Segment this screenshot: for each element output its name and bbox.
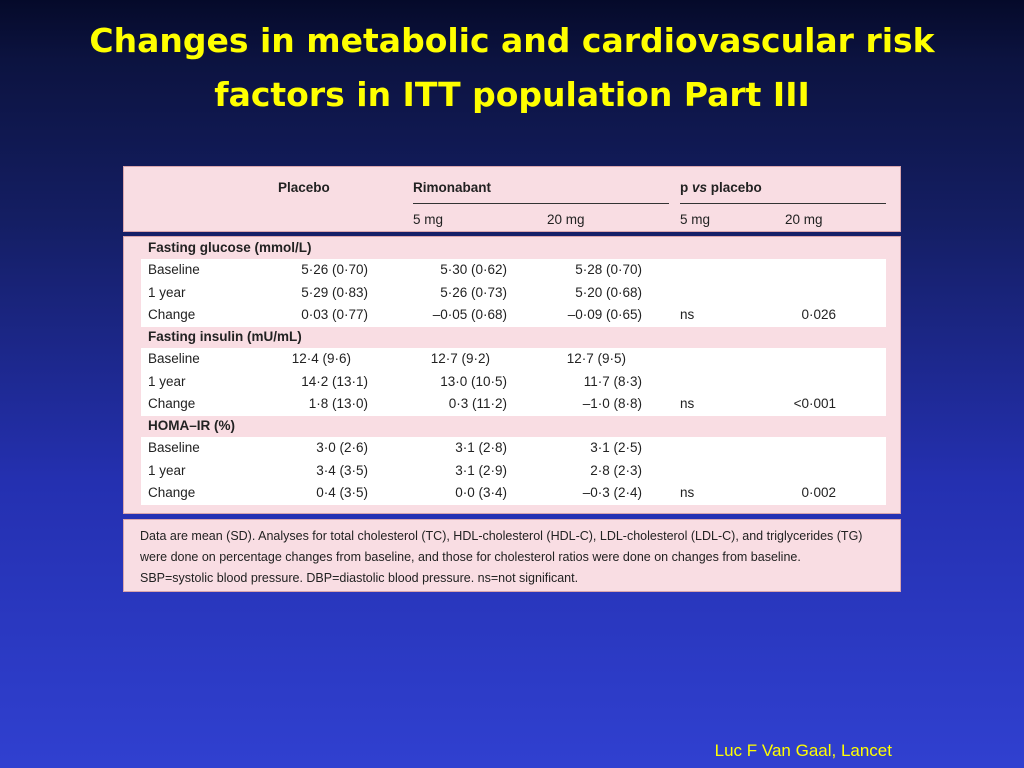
table-footnote: Data are mean (SD). Analyses for total c… — [123, 519, 901, 592]
cell-rimonabant-5mg: –0·05 (0·68) — [432, 307, 507, 322]
cell-rimonabant-20mg: 5·28 (0·70) — [575, 262, 642, 277]
cell-rimonabant-20mg: 12·7 (9·5) — [566, 351, 626, 366]
row-label: 1 year — [148, 463, 186, 478]
p-suffix: placebo — [707, 180, 762, 195]
section-band-glucose — [141, 259, 886, 327]
cell-placebo: 3·0 (2·6) — [316, 440, 368, 455]
cell-rimonabant-20mg: –0·09 (0·65) — [567, 307, 642, 322]
cell-rimonabant-20mg: –0·3 (2·4) — [582, 485, 642, 500]
cell-p-20mg: <0·001 — [793, 396, 836, 411]
table-header: Placebo Rimonabant p vs placebo 5 mg 20 … — [123, 166, 901, 232]
slide-title-line-1: Changes in metabolic and cardiovascular … — [89, 21, 935, 60]
row-label: Baseline — [148, 440, 200, 455]
row-label: Baseline — [148, 262, 200, 277]
subheader-p-5mg: 5 mg — [680, 212, 711, 227]
slide-title: Changes in metabolic and cardiovascular … — [0, 14, 1024, 122]
table-row: 1 year 3·4 (3·5) 3·1 (2·9) 2·8 (2·3) — [141, 460, 886, 482]
footnote-line-3: SBP=systolic blood pressure. DBP=diastol… — [140, 571, 579, 585]
cell-rimonabant-20mg: 11·7 (8·3) — [583, 374, 642, 389]
footnote-line-1: Data are mean (SD). Analyses for total c… — [140, 529, 863, 543]
cell-placebo: 1·8 (13·0) — [308, 396, 368, 411]
row-label: Change — [148, 396, 196, 411]
cell-p-20mg: 0·026 — [801, 307, 836, 322]
cell-rimonabant-5mg: 3·1 (2·8) — [455, 440, 507, 455]
cell-rimonabant-5mg: 12·7 (9·2) — [430, 351, 490, 366]
cell-rimonabant-5mg: 13·0 (10·5) — [440, 374, 507, 389]
footnote-text: Data are mean (SD). Analyses for total c… — [140, 526, 890, 589]
table-row: 1 year 14·2 (13·1) 13·0 (10·5) 11·7 (8·3… — [141, 371, 886, 393]
section-title-insulin: Fasting insulin (mU/mL) — [148, 329, 302, 344]
cell-placebo: 5·29 (0·83) — [301, 285, 368, 300]
subheader-p-20mg: 20 mg — [785, 212, 823, 227]
table-row: Change 1·8 (13·0) 0·3 (11·2) –1·0 (8·8) … — [141, 393, 886, 415]
cell-rimonabant-5mg: 5·30 (0·62) — [440, 262, 507, 277]
cell-rimonabant-20mg: 5·20 (0·68) — [575, 285, 642, 300]
table-row: 1 year 5·29 (0·83) 5·26 (0·73) 5·20 (0·6… — [141, 282, 886, 304]
vs-italic: vs — [692, 180, 708, 195]
subheader-rimonabant-5mg: 5 mg — [413, 212, 444, 227]
cell-placebo: 14·2 (13·1) — [301, 374, 368, 389]
rimonabant-rule — [413, 203, 669, 204]
cell-rimonabant-20mg: –1·0 (8·8) — [582, 396, 642, 411]
cell-p-20mg: 0·002 — [801, 485, 836, 500]
cell-placebo: 3·4 (3·5) — [316, 463, 368, 478]
cell-placebo: 0·4 (3·5) — [316, 485, 368, 500]
table-row: Change 0·4 (3·5) 0·0 (3·4) –0·3 (2·4) ns… — [141, 482, 886, 504]
cell-placebo: 5·26 (0·70) — [301, 262, 368, 277]
cell-rimonabant-20mg: 2·8 (2·3) — [590, 463, 642, 478]
p-rule — [680, 203, 886, 204]
table-row: Baseline 3·0 (2·6) 3·1 (2·8) 3·1 (2·5) — [141, 437, 886, 459]
cell-p-5mg: ns — [680, 307, 695, 322]
cell-p-5mg: ns — [680, 485, 695, 500]
col-header-p-vs-placebo: p vs placebo — [680, 180, 762, 195]
col-header-placebo: Placebo — [278, 180, 330, 195]
cell-rimonabant-5mg: 0·3 (11·2) — [448, 396, 507, 411]
row-label: Change — [148, 485, 196, 500]
slide-title-line-2: factors in ITT population Part III — [214, 75, 810, 114]
section-title-homa-ir: HOMA–IR (%) — [148, 418, 235, 433]
footnote-line-2: were done on percentage changes from bas… — [140, 550, 801, 564]
row-label: Baseline — [148, 351, 200, 366]
section-title-glucose: Fasting glucose (mmol/L) — [148, 240, 312, 255]
section-band-insulin — [141, 348, 886, 416]
section-band-homa-ir — [141, 437, 886, 505]
row-label: 1 year — [148, 285, 186, 300]
cell-rimonabant-5mg: 3·1 (2·9) — [455, 463, 507, 478]
cell-rimonabant-20mg: 3·1 (2·5) — [590, 440, 642, 455]
cell-p-5mg: ns — [680, 396, 695, 411]
cell-placebo: 12·4 (9·6) — [291, 351, 351, 366]
table-row: Baseline 12·4 (9·6) 12·7 (9·2) 12·7 (9·5… — [141, 348, 886, 370]
table-row: Change 0·03 (0·77) –0·05 (0·68) –0·09 (0… — [141, 304, 886, 326]
p-prefix: p — [680, 180, 692, 195]
source-credit: Luc F Van Gaal, Lancet — [714, 741, 892, 760]
cell-rimonabant-5mg: 5·26 (0·73) — [440, 285, 507, 300]
subheader-rimonabant-20mg: 20 mg — [547, 212, 585, 227]
col-header-rimonabant: Rimonabant — [413, 180, 492, 195]
table-body: Fasting glucose (mmol/L) Baseline 5·26 (… — [123, 236, 901, 514]
row-label: 1 year — [148, 374, 186, 389]
table-row: Baseline 5·26 (0·70) 5·30 (0·62) 5·28 (0… — [141, 259, 886, 281]
cell-placebo: 0·03 (0·77) — [301, 307, 368, 322]
row-label: Change — [148, 307, 196, 322]
cell-rimonabant-5mg: 0·0 (3·4) — [455, 485, 507, 500]
